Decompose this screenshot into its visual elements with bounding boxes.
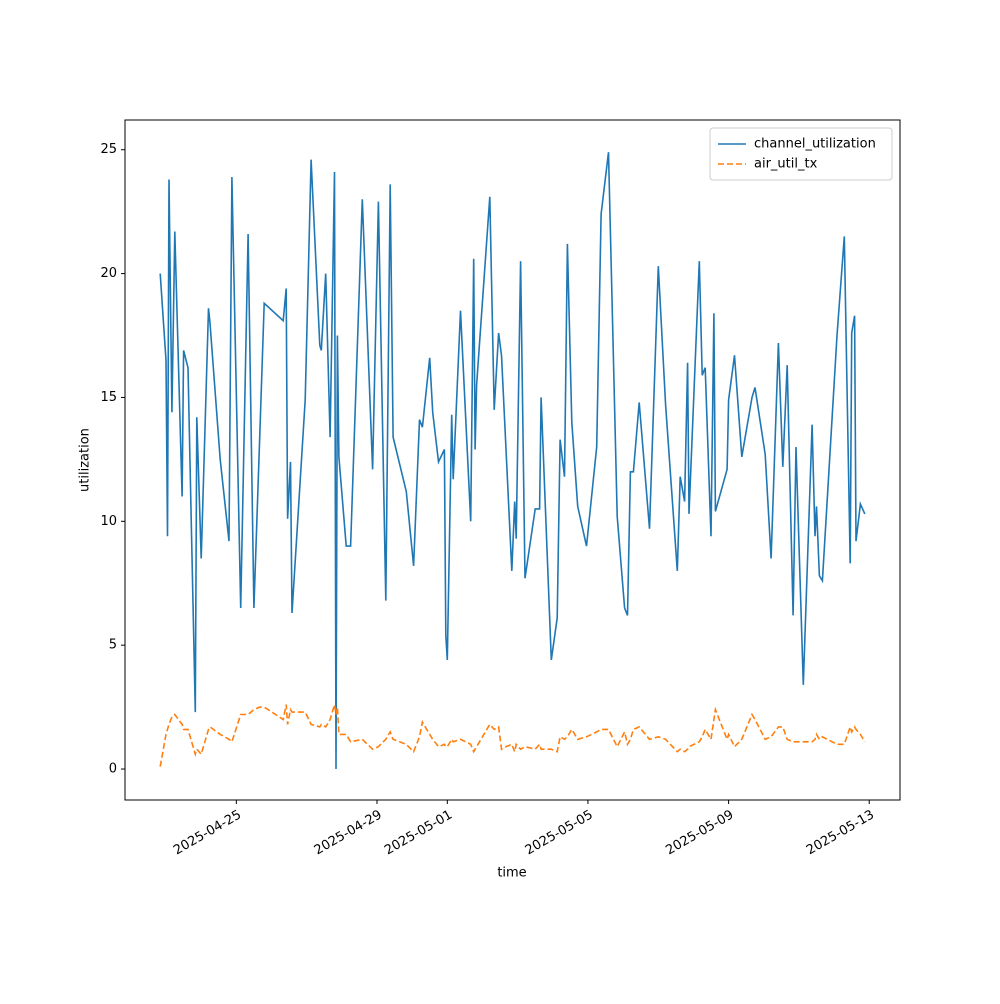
plot-frame (124, 119, 901, 801)
y-tick-label: 20 (100, 266, 117, 281)
legend-label: channel_utilization (754, 137, 876, 152)
y-tick-label: 5 (109, 638, 117, 653)
y-tick-label: 10 (100, 514, 117, 529)
x-tick-label: 2025-05-13 (804, 808, 877, 859)
y-tick-label: 25 (100, 142, 117, 157)
legend-label: air_util_tx (754, 157, 818, 172)
series-line (159, 152, 866, 770)
x-tick-label: 2025-05-01 (382, 808, 455, 859)
y-tick-label: 15 (100, 390, 117, 405)
x-tick-label: 2025-04-29 (312, 808, 385, 859)
x-tick-label: 2025-05-05 (523, 808, 596, 859)
x-tick-label: 2025-05-09 (663, 808, 736, 859)
y-axis-label: utilization (78, 428, 93, 492)
legend-box (709, 127, 893, 181)
series-line (159, 704, 866, 767)
y-tick-label: 0 (109, 762, 117, 777)
x-axis-label: time (497, 866, 526, 881)
x-tick-label: 2025-04-25 (171, 808, 244, 859)
